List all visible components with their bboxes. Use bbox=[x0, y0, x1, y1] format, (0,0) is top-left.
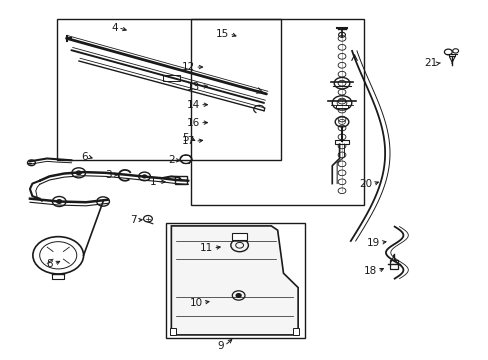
Bar bbox=[190, 19, 363, 205]
Text: 2: 2 bbox=[168, 155, 175, 165]
Text: 9: 9 bbox=[217, 341, 224, 351]
Text: 4: 4 bbox=[111, 23, 118, 33]
Text: 18: 18 bbox=[363, 266, 376, 276]
Text: 11: 11 bbox=[199, 243, 212, 253]
Bar bbox=[175, 176, 187, 184]
Bar bbox=[57, 19, 281, 160]
Bar bbox=[162, 75, 180, 81]
Text: 21: 21 bbox=[423, 58, 436, 68]
Bar bbox=[335, 105, 347, 108]
Text: 16: 16 bbox=[186, 118, 199, 128]
Text: 14: 14 bbox=[186, 100, 199, 110]
Text: 17: 17 bbox=[181, 136, 194, 146]
Text: 12: 12 bbox=[181, 62, 194, 72]
Bar bbox=[166, 223, 305, 338]
Text: 5: 5 bbox=[182, 133, 188, 143]
Polygon shape bbox=[171, 226, 298, 335]
Bar bbox=[170, 328, 176, 335]
Circle shape bbox=[57, 200, 61, 203]
Circle shape bbox=[236, 294, 241, 297]
Circle shape bbox=[76, 171, 81, 175]
Text: 19: 19 bbox=[366, 238, 379, 248]
Text: 1: 1 bbox=[150, 177, 157, 187]
Text: 20: 20 bbox=[358, 179, 371, 189]
Bar bbox=[293, 328, 299, 335]
Bar bbox=[334, 140, 348, 144]
Circle shape bbox=[142, 175, 146, 178]
Text: 7: 7 bbox=[129, 215, 136, 225]
Text: 13: 13 bbox=[186, 82, 199, 92]
Text: 6: 6 bbox=[81, 152, 87, 162]
Text: 15: 15 bbox=[215, 29, 228, 39]
Bar bbox=[389, 260, 397, 269]
Text: 10: 10 bbox=[189, 298, 202, 308]
Text: 3: 3 bbox=[105, 170, 112, 180]
Bar bbox=[232, 233, 246, 239]
Text: 8: 8 bbox=[47, 259, 53, 269]
